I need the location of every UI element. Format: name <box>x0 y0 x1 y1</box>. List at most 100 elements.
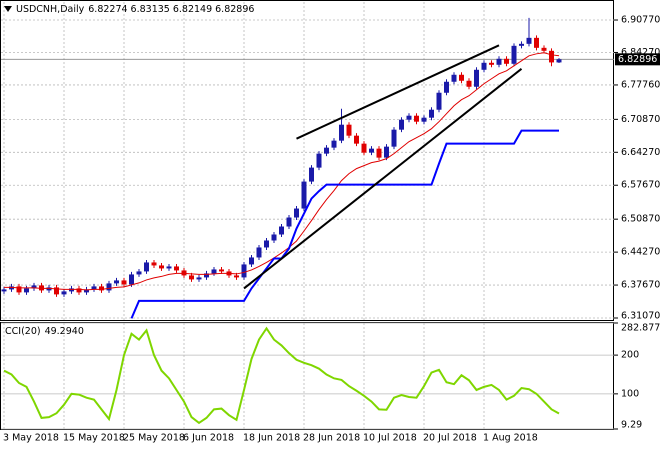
candle-body <box>466 80 472 87</box>
quote-low: 6.82149 <box>173 4 212 15</box>
candle-body <box>474 69 479 87</box>
candle-body <box>376 148 382 158</box>
candle-body <box>399 119 404 130</box>
candle-body <box>174 266 179 271</box>
x-tick-label: 28 Jun 2018 <box>303 433 360 444</box>
candle-body <box>151 262 157 266</box>
candle-body <box>391 129 397 147</box>
candle-body <box>361 143 367 153</box>
candle-body <box>91 286 97 290</box>
candle-body <box>324 147 329 154</box>
x-tick-label: 18 Jun 2018 <box>243 433 300 444</box>
candle-body <box>234 275 239 278</box>
y-tick-label: 6.31070 <box>621 311 660 322</box>
overlay-line <box>130 129 559 319</box>
y-tick-label: 6.84270 <box>621 47 660 58</box>
symbol: USDCNH,Daily <box>16 4 85 15</box>
candle-body <box>436 92 442 110</box>
candle-body <box>189 275 194 280</box>
candle-body <box>256 247 262 258</box>
candle-body <box>511 45 517 64</box>
candle-body <box>16 286 22 293</box>
current-price-label: 6.82896 <box>618 54 657 65</box>
marks <box>1 17 562 425</box>
candle-body <box>406 115 412 120</box>
candle-body <box>211 269 217 274</box>
y-tick-label: 6.90770 <box>621 15 660 26</box>
candle-body <box>279 226 284 235</box>
candle-body <box>99 286 104 291</box>
candle-body <box>129 274 134 285</box>
y-tick-label: 6.50870 <box>621 214 660 225</box>
x-tick-label: 10 Jul 2018 <box>363 433 417 444</box>
y-tick-label: 6.57670 <box>621 180 660 191</box>
candle-body <box>331 140 337 148</box>
candle-body <box>504 58 509 64</box>
candle-body <box>316 153 322 168</box>
cci-title: CCI(20) <box>5 326 41 337</box>
y-tick-label: 6.70870 <box>621 114 660 125</box>
cci-panel <box>0 322 614 430</box>
candle-body <box>76 288 82 293</box>
y-tick-label: 6.64270 <box>621 147 660 158</box>
candle-body <box>166 266 172 269</box>
y-tick-label: 200 <box>621 350 639 361</box>
overlay-line <box>4 52 560 291</box>
main-panel <box>0 0 614 321</box>
candle-body <box>286 217 292 227</box>
candle-body <box>1 289 7 292</box>
x-tick-label: 20 Jul 2018 <box>423 433 477 444</box>
quote-open: 6.82274 <box>88 4 127 15</box>
candle-body <box>309 167 314 182</box>
candle-body <box>106 283 112 291</box>
candle-body <box>369 148 374 153</box>
candle-body <box>489 62 494 65</box>
candle-body <box>61 291 67 295</box>
candle-body <box>159 265 164 269</box>
trendline <box>243 68 523 290</box>
cci-line <box>3 326 560 425</box>
candle-body <box>84 289 89 293</box>
y-tick-label: 6.37670 <box>621 280 660 291</box>
x-tick-label: 25 May 2018 <box>123 433 185 444</box>
candle-body <box>549 50 554 63</box>
candle-body <box>421 117 427 122</box>
candle-body <box>114 280 119 284</box>
candle-body <box>346 124 352 136</box>
candle-body <box>241 264 247 278</box>
candle-body <box>339 124 344 141</box>
candle-body <box>54 287 59 295</box>
candle-body <box>144 262 149 272</box>
y-tick-label: 6.77760 <box>621 79 660 90</box>
cci-header: CCI(20) 49.2940 <box>5 326 84 337</box>
x-tick-label: 15 May 2018 <box>63 433 125 444</box>
candle-body <box>496 58 502 65</box>
quote-high: 6.83135 <box>131 4 170 15</box>
candle-body <box>294 208 299 218</box>
trendline <box>296 44 500 140</box>
candle-body <box>31 285 37 289</box>
x-tick-label: 1 Aug 2018 <box>483 433 538 444</box>
candle-body <box>444 81 449 93</box>
candle-body <box>219 269 224 272</box>
candle-body <box>204 273 209 278</box>
candle-body <box>451 74 457 82</box>
candle-body <box>264 240 269 248</box>
current-price-box <box>615 53 660 66</box>
candle-body <box>249 257 254 265</box>
y-tick-label: 6.44270 <box>621 247 660 258</box>
candle-body <box>459 74 464 81</box>
candle-body <box>121 280 127 285</box>
menu-icon[interactable] <box>4 6 12 12</box>
candle-body <box>526 37 532 44</box>
candle-body <box>534 37 539 48</box>
candle-body <box>519 43 524 46</box>
header: USDCNH,Daily 6.82274 6.83135 6.82149 6.82896 <box>16 4 254 15</box>
candle-body <box>136 271 142 275</box>
candle-body <box>429 109 434 118</box>
candle-body <box>414 115 419 122</box>
candle-body <box>556 59 562 63</box>
candle-body <box>196 277 202 280</box>
candle-body <box>24 288 29 293</box>
